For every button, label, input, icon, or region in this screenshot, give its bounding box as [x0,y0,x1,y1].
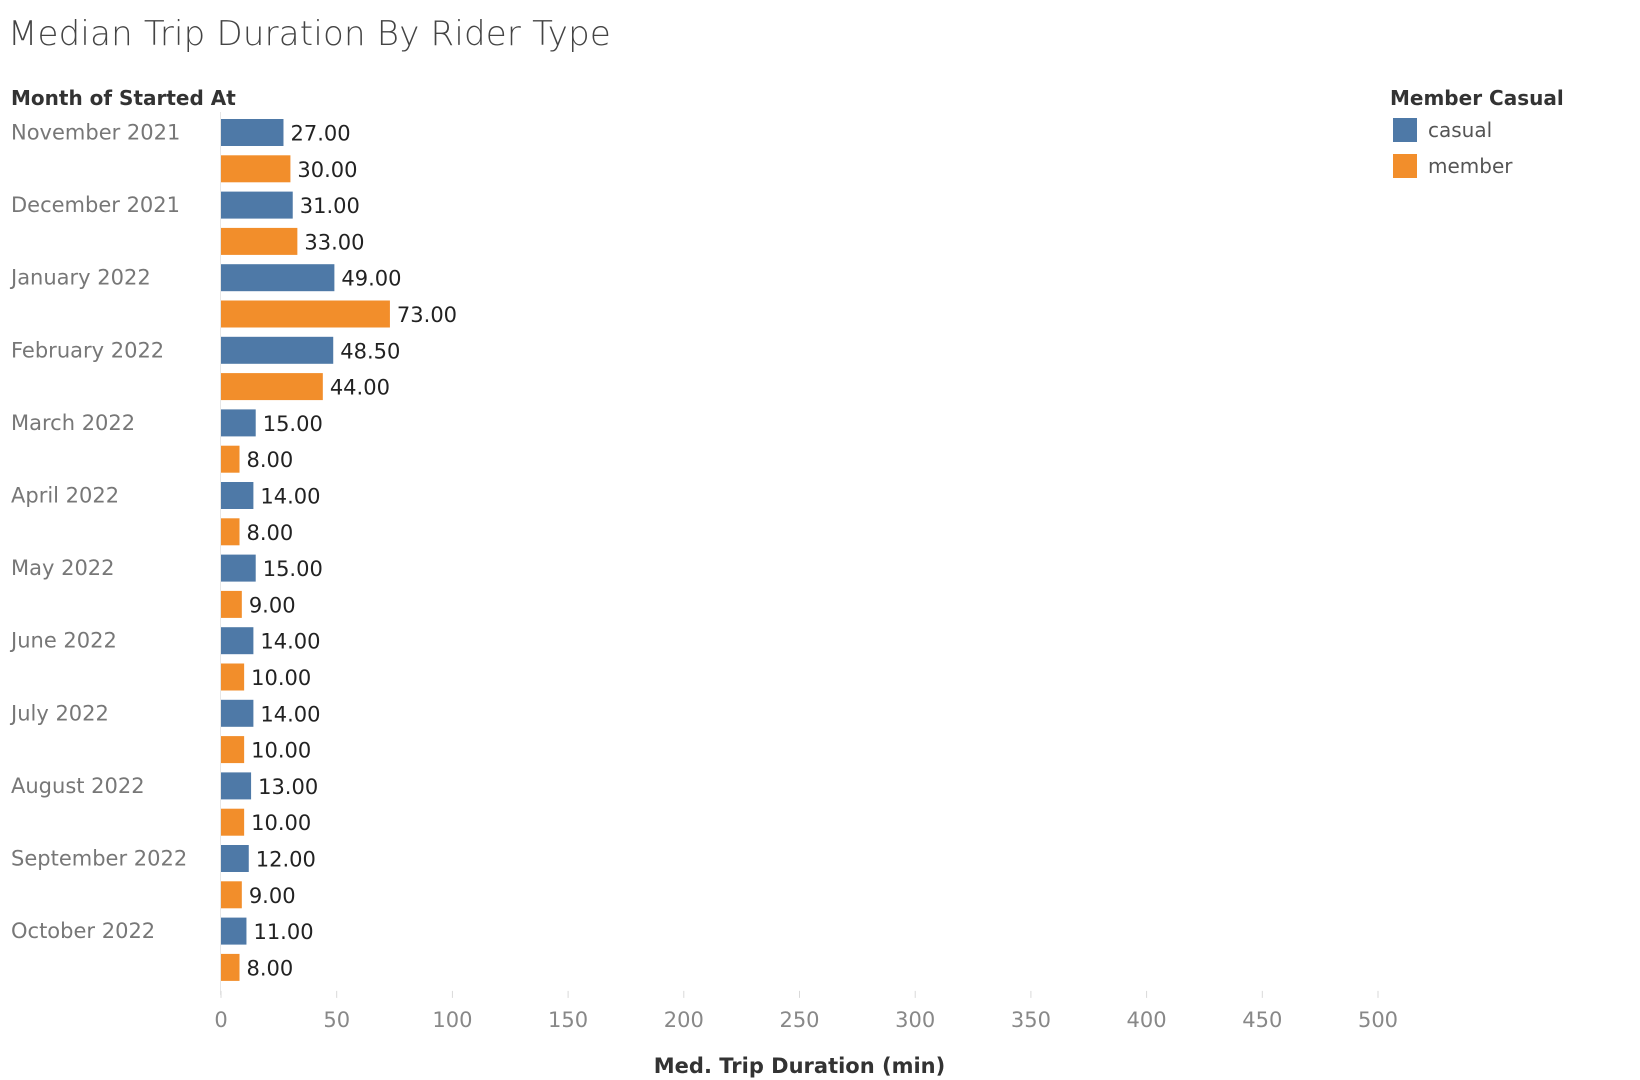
month-label: May 2022 [11,556,115,580]
bar-member[interactable] [221,953,240,981]
data-label-casual: 15.00 [263,412,323,436]
month-label: December 2021 [11,193,180,217]
legend-item-casual[interactable]: casual [1390,110,1564,146]
data-label-casual: 49.00 [341,267,401,291]
bar-member[interactable] [221,227,298,255]
legend-label-member: member [1428,154,1513,178]
data-label-member: 9.00 [249,884,296,908]
chart-title: Median Trip Duration By Rider Type [8,14,611,54]
month-label: January 2022 [9,266,151,290]
data-label-casual: 48.50 [340,339,400,363]
bar-member[interactable] [221,590,242,618]
bar-casual[interactable] [221,699,254,727]
data-label-casual: 13.00 [258,775,318,799]
legend-label-casual: casual [1428,118,1493,142]
x-tick-label: 150 [548,1008,588,1032]
legend: Member Casual casual member [1390,86,1564,182]
x-tick-label: 250 [779,1008,819,1032]
month-label: August 2022 [11,774,145,798]
data-label-member: 10.00 [251,811,311,835]
bar-casual[interactable] [221,917,247,945]
x-tick-label: 50 [323,1008,350,1032]
x-tick-label: 100 [432,1008,472,1032]
bar-member[interactable] [221,808,245,836]
data-label-casual: 14.00 [260,485,320,509]
data-label-member: 44.00 [330,376,390,400]
x-tick-label: 300 [895,1008,935,1032]
data-label-member: 8.00 [247,956,294,980]
data-label-member: 10.00 [251,666,311,690]
x-tick-label: 450 [1242,1008,1282,1032]
bar-member[interactable] [221,373,323,401]
bars [221,119,390,981]
x-tick-label: 200 [664,1008,704,1032]
month-label: July 2022 [9,701,109,725]
bar-casual[interactable] [221,264,335,292]
data-label-casual: 15.00 [263,557,323,581]
data-label-member: 33.00 [304,230,364,254]
bar-member[interactable] [221,663,245,691]
month-label: February 2022 [11,338,164,362]
month-label: June 2022 [9,629,117,653]
bar-casual[interactable] [221,554,256,582]
x-axis-title: Med. Trip Duration (min) [654,1054,945,1078]
bar-casual[interactable] [221,336,334,364]
legend-swatch-member [1393,154,1417,178]
bar-member[interactable] [221,518,240,546]
data-label-casual: 27.00 [290,122,350,146]
value-labels: 27.00 30.00 31.00 33.00 49.00 73.00 48.50 44.00… [247,122,458,981]
x-tick-label: 400 [1127,1008,1167,1032]
month-label: March 2022 [11,411,135,435]
x-tick-label: 0 [214,1008,227,1032]
legend-swatch-casual [1393,118,1417,142]
bar-casual[interactable] [221,627,254,655]
data-label-member: 8.00 [247,521,294,545]
month-labels: November 2021 December 2021 January 2022 Fe… [9,121,187,944]
data-label-member: 8.00 [247,448,294,472]
data-label-member: 30.00 [297,158,357,182]
bar-casual[interactable] [221,845,249,872]
bar-member[interactable] [221,736,245,764]
x-tick-label: 500 [1358,1008,1398,1032]
month-label: October 2022 [11,919,155,943]
data-label-casual: 31.00 [300,194,360,218]
row-header: Month of Started At [11,86,236,110]
data-label-member: 9.00 [249,593,296,617]
bar-member[interactable] [221,445,240,473]
bar-member[interactable] [221,155,291,183]
bar-casual[interactable] [221,409,256,437]
data-label-casual: 14.00 [260,630,320,654]
data-label-casual: 12.00 [256,848,316,872]
bar-casual[interactable] [221,482,254,509]
x-tick-label: 350 [1011,1008,1051,1032]
bar-casual[interactable] [221,191,293,219]
data-label-casual: 11.00 [253,920,313,944]
bar-member[interactable] [221,881,242,909]
month-label: September 2022 [11,847,187,871]
month-label: April 2022 [11,484,119,508]
legend-item-member[interactable]: member [1390,146,1564,182]
bar-casual[interactable] [221,119,284,146]
x-axis-ticks: 0 50 100 150 200 250 300 350 400 450 500 [214,990,1398,1032]
legend-title: Member Casual [1390,86,1564,110]
bar-casual[interactable] [221,772,252,800]
month-label: November 2021 [11,121,180,145]
bar-member[interactable] [221,300,390,328]
data-label-member: 73.00 [397,303,457,327]
data-label-member: 10.00 [251,739,311,763]
data-label-casual: 14.00 [260,702,320,726]
